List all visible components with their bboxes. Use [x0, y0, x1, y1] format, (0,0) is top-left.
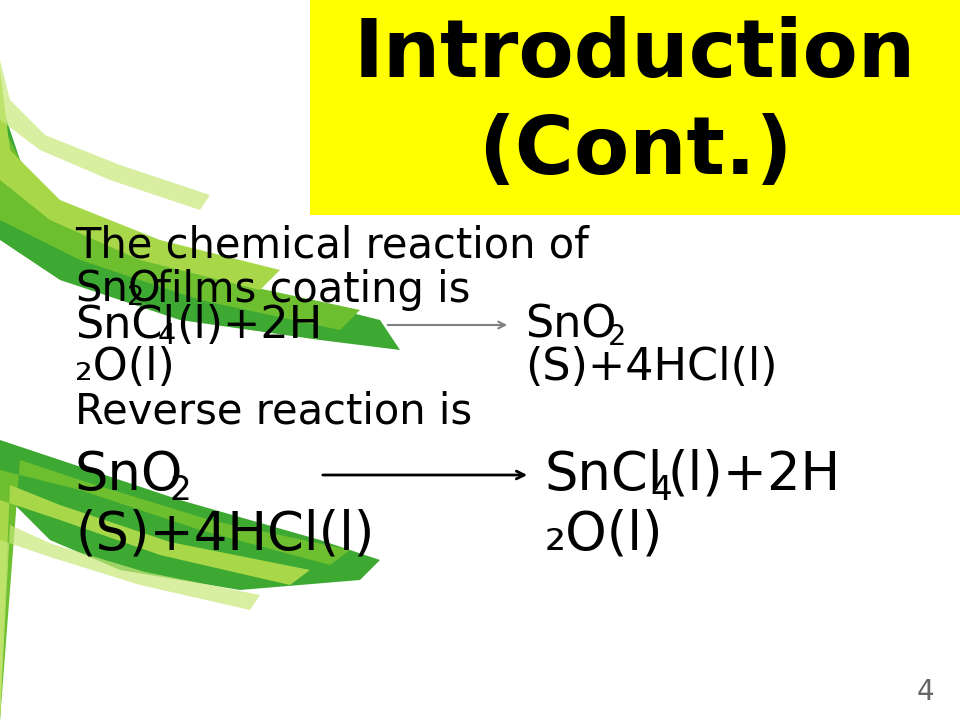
Text: Reverse reaction is: Reverse reaction is — [75, 391, 472, 433]
Text: SnO: SnO — [75, 269, 160, 311]
Text: 4: 4 — [650, 474, 672, 506]
Text: SnO: SnO — [75, 449, 183, 501]
Text: (S)+4HCl(l): (S)+4HCl(l) — [525, 346, 778, 390]
Text: Introduction: Introduction — [354, 16, 916, 94]
Polygon shape — [0, 460, 350, 720]
Text: (S)+4HCl(l): (S)+4HCl(l) — [75, 509, 374, 561]
Text: SnCl: SnCl — [545, 449, 663, 501]
Polygon shape — [0, 0, 400, 350]
Text: 4: 4 — [158, 322, 177, 350]
Text: SnO: SnO — [525, 304, 616, 346]
Text: (l)+2H: (l)+2H — [176, 304, 323, 346]
Bar — [310, 0, 960, 215]
Text: 4: 4 — [916, 678, 934, 706]
Text: (Cont.): (Cont.) — [478, 113, 792, 191]
Text: 2: 2 — [170, 474, 192, 506]
Text: (l)+2H: (l)+2H — [668, 449, 841, 501]
Text: ₂O(l): ₂O(l) — [75, 346, 175, 390]
Polygon shape — [0, 440, 380, 720]
Polygon shape — [0, 60, 210, 210]
Polygon shape — [0, 0, 280, 290]
Text: 2: 2 — [608, 323, 626, 351]
Polygon shape — [0, 525, 260, 720]
Text: The chemical reaction of: The chemical reaction of — [75, 224, 588, 266]
Polygon shape — [0, 0, 360, 330]
Polygon shape — [0, 485, 310, 720]
Text: 2: 2 — [127, 285, 144, 311]
Text: films coating is: films coating is — [143, 269, 470, 311]
Text: SnCl: SnCl — [75, 304, 175, 346]
Text: ₂O(l): ₂O(l) — [545, 509, 663, 561]
